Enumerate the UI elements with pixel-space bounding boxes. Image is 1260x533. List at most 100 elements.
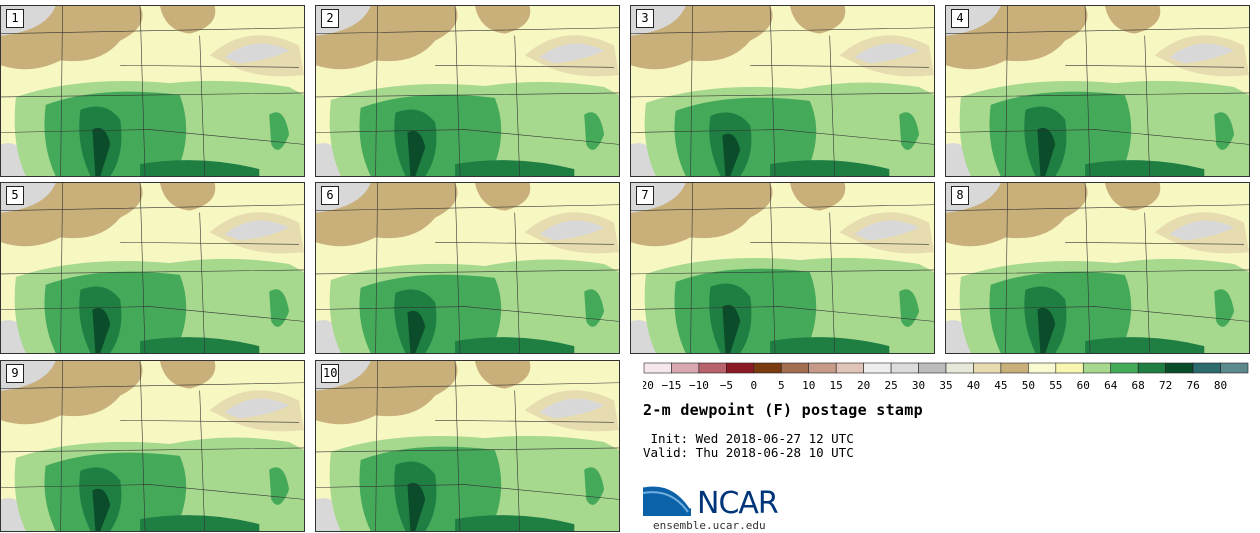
dry-region-north — [474, 361, 531, 389]
colorbar-swatch — [1055, 362, 1084, 374]
colorbar-swatch — [753, 362, 782, 374]
colorbar-swatch — [698, 362, 727, 374]
lake-michigan-moist — [584, 289, 605, 327]
moist-region-south — [140, 160, 260, 176]
dewpoint-map — [946, 183, 1249, 353]
colorbar-tick-label: 45 — [994, 379, 1007, 392]
colorbar-tick-label: −15 — [662, 379, 682, 392]
colorbar-swatch — [863, 362, 892, 374]
ncar-logo-icon — [643, 483, 693, 516]
lake-superior — [854, 220, 920, 241]
moist-region-south — [455, 515, 575, 531]
colorbar-swatch — [1165, 362, 1194, 374]
moist-region-darkest — [92, 127, 111, 176]
colorbar-swatch — [1110, 362, 1139, 374]
stamp-panel-10[interactable]: 10 — [315, 360, 620, 532]
lake-superior — [224, 398, 290, 419]
colorbar-swatch — [1192, 362, 1221, 374]
colorbar-tick-label: 55 — [1049, 379, 1062, 392]
stamp-panel-8[interactable]: 8 — [945, 182, 1250, 354]
colorbar-tick-label: −5 — [720, 379, 733, 392]
lake-michigan-moist — [1214, 289, 1235, 327]
moist-region-darkest — [92, 488, 111, 531]
dewpoint-map — [1, 6, 304, 176]
colorbar-swatch — [643, 362, 672, 374]
colorbar-tick-label: 50 — [1022, 379, 1035, 392]
lake-michigan-moist — [269, 289, 290, 327]
colorbar-swatch — [835, 362, 864, 374]
colorbar-swatch — [918, 362, 947, 374]
lake-superior — [854, 43, 920, 64]
colorbar-tick-label: 40 — [967, 379, 980, 392]
lake-michigan-moist — [1214, 112, 1235, 150]
stamp-panel-6[interactable]: 6 — [315, 182, 620, 354]
lake-michigan-moist — [269, 112, 290, 150]
stamp-panel-4[interactable]: 4 — [945, 5, 1250, 177]
stamp-panel-9[interactable]: 9 — [0, 360, 305, 532]
moist-region-south — [770, 160, 890, 176]
colorbar-swatch — [726, 362, 755, 374]
lake-superior — [539, 398, 605, 419]
colorbar-tick-label: 15 — [830, 379, 843, 392]
colorbar-tick-label: 0 — [751, 379, 758, 392]
dry-region-north — [789, 6, 846, 34]
panel-number: 5 — [6, 186, 24, 205]
lake-superior — [224, 43, 290, 64]
dewpoint-map — [631, 183, 934, 353]
colorbar-swatch — [1000, 362, 1029, 374]
colorbar-tick-label: 25 — [884, 379, 897, 392]
dewpoint-colorbar: −20 −15 −10 −5 0 5 10 15 20 25 30 35 40 45 50 55 60 64 68 7… — [643, 362, 1249, 392]
colorbar-tick-label: 60 — [1077, 379, 1090, 392]
chart-title: 2-m dewpoint (F) postage stamp — [643, 401, 923, 419]
moist-region-south — [140, 337, 260, 353]
dewpoint-map — [1, 361, 304, 531]
colorbar-swatch — [1028, 362, 1057, 374]
dewpoint-map — [316, 361, 619, 531]
stamp-panel-5[interactable]: 5 — [0, 182, 305, 354]
lake-superior — [539, 220, 605, 241]
colorbar-swatch — [1082, 362, 1112, 374]
colorbar-swatch — [780, 362, 810, 374]
colorbar-swatch — [1137, 362, 1166, 374]
moist-region-south — [455, 160, 575, 176]
moist-region-darkest — [407, 482, 426, 531]
colorbar-swatch — [808, 362, 837, 374]
moist-region-south — [770, 337, 890, 353]
moist-region-south — [140, 515, 260, 531]
dry-region-north — [789, 183, 846, 211]
colorbar-tick-label: 10 — [802, 379, 815, 392]
colorbar-tick-label: 35 — [939, 379, 952, 392]
stamp-panel-7[interactable]: 7 — [630, 182, 935, 354]
colorbar-tick-label: −20 — [643, 379, 654, 392]
site-url[interactable]: ensemble.ucar.edu — [653, 519, 766, 532]
lake-michigan-moist — [584, 112, 605, 150]
state-borders — [946, 6, 1249, 176]
dry-region-north — [159, 183, 216, 211]
stamp-panel-3[interactable]: 3 — [630, 5, 935, 177]
colorbar-tick-label: 80 — [1214, 379, 1227, 392]
dry-region-north — [1104, 183, 1161, 211]
dewpoint-map — [316, 183, 619, 353]
colorbar-tick-label: 72 — [1159, 379, 1172, 392]
moist-region-darkest — [92, 307, 111, 353]
panel-number: 1 — [6, 9, 24, 28]
colorbar-tick-label: 68 — [1132, 379, 1145, 392]
colorbar-tick-label: 30 — [912, 379, 925, 392]
state-borders — [1, 361, 304, 531]
state-borders — [1, 183, 304, 353]
stamp-panel-2[interactable]: 2 — [315, 5, 620, 177]
colorbar-tick-label: 76 — [1186, 379, 1199, 392]
panel-number: 4 — [951, 9, 969, 28]
stamp-panel-1[interactable]: 1 — [0, 5, 305, 177]
state-borders — [316, 361, 619, 531]
panel-number: 9 — [6, 364, 24, 383]
lake-michigan-moist — [899, 289, 920, 327]
colorbar-tick-label: −10 — [689, 379, 709, 392]
panel-number: 6 — [321, 186, 339, 205]
colorbar-swatch — [945, 362, 974, 374]
dewpoint-map — [316, 6, 619, 176]
moist-region-darkest — [1037, 307, 1056, 353]
state-borders — [316, 6, 619, 176]
valid-time: Valid: Thu 2018-06-28 10 UTC — [643, 445, 854, 460]
moist-region-darkest — [407, 310, 426, 353]
